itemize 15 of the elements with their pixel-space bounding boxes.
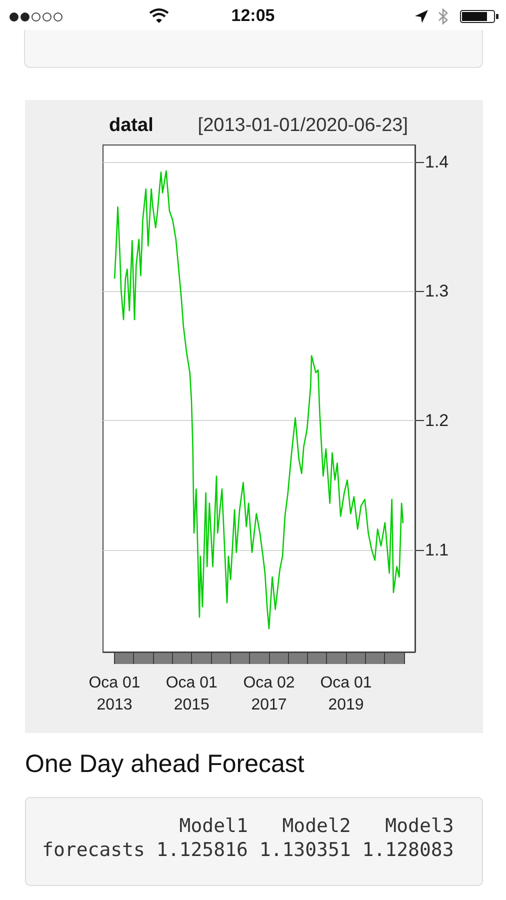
y-tick-label: 1.4: [425, 152, 449, 172]
text: Model1 Model2 Model3: [178, 814, 454, 838]
chart-subtitle: [2013-01-01/2020-06-23]: [198, 115, 408, 136]
y-tick-label: 1.1: [425, 540, 449, 560]
x-tick-label: Oca 01 2015: [166, 674, 218, 714]
x-tick-label: Oca 01 2013: [88, 674, 140, 714]
x-tick-label: Oca 01 2019: [320, 674, 372, 714]
y-tick-label: 1.2: [425, 410, 449, 430]
text: 12:05: [231, 6, 275, 26]
x-tick-label: Oca 02 2017: [243, 674, 295, 714]
line-series: [114, 170, 404, 630]
chart-title: datal: [109, 115, 154, 136]
text: forecasts 1.125816 1.130351 1.128083: [42, 838, 454, 862]
y-tick-label: 1.3: [425, 282, 449, 301]
text: One Day ahead Forecast: [25, 750, 304, 779]
